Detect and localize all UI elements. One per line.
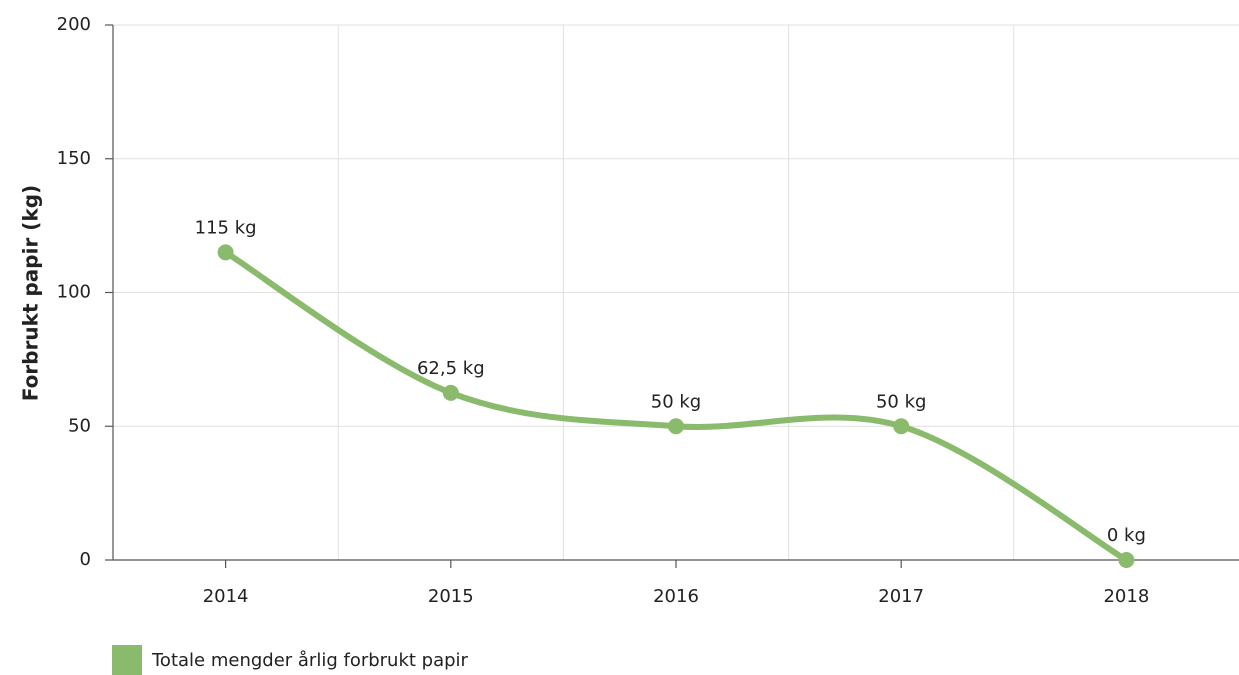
x-tick-label: 2014 [203, 586, 249, 607]
x-tick-label: 2015 [428, 586, 474, 607]
data-label: 62,5 kg [417, 358, 485, 379]
point [1118, 552, 1135, 568]
point [668, 418, 684, 435]
y-tick-label: 200 [57, 14, 91, 35]
point [442, 384, 459, 401]
y-tick-label: 50 [68, 415, 91, 436]
x-tick-label: 2018 [1103, 586, 1149, 607]
x-tick-label: 2016 [653, 586, 699, 607]
data-label: 0 kg [1107, 525, 1146, 546]
y-tick-label: 100 [57, 282, 91, 303]
legend-label: Totale mengder årlig forbrukt papir [151, 650, 469, 671]
y-axis-label: Forbrukt papir (kg) [19, 185, 43, 401]
x-tick-label: 2017 [878, 586, 924, 607]
legend-swatch [112, 645, 142, 675]
y-tick-label: 150 [57, 148, 91, 169]
point [893, 418, 910, 435]
y-tick-label: 0 [80, 549, 91, 570]
data-label: 115 kg [195, 217, 257, 238]
data-label: 50 kg [651, 391, 701, 412]
data-label: 50 kg [876, 391, 926, 412]
point [217, 244, 234, 261]
